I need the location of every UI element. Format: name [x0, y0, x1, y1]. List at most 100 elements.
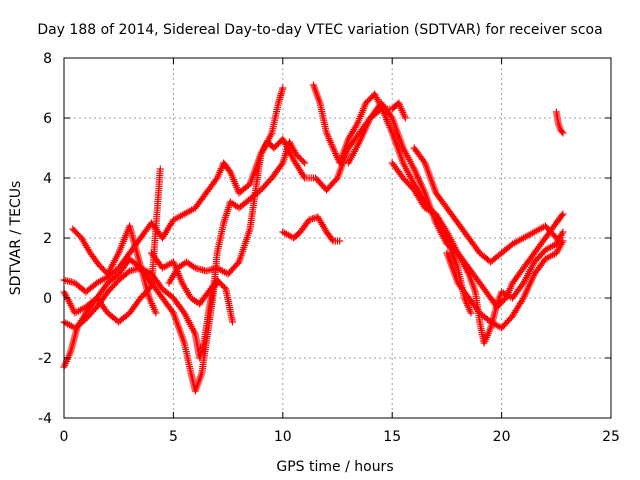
data-point — [358, 141, 361, 143]
data-point — [216, 279, 218, 281]
data-point — [139, 297, 142, 299]
data-point — [238, 261, 240, 263]
data-point — [314, 177, 317, 179]
data-point — [457, 252, 459, 254]
data-point — [161, 288, 164, 290]
data-point — [533, 261, 536, 263]
data-point — [128, 312, 131, 314]
data-point — [194, 267, 197, 269]
data-point — [511, 297, 514, 299]
data-point — [312, 84, 315, 86]
data-point — [142, 273, 144, 275]
data-point — [365, 102, 367, 104]
data-point — [117, 267, 120, 269]
data-point — [402, 162, 404, 164]
data-point — [555, 111, 558, 113]
data-point — [96, 306, 98, 308]
y-tick-label: -2 — [38, 351, 52, 367]
data-point — [338, 240, 341, 242]
data-point — [282, 162, 284, 164]
series-trace-12 — [410, 144, 560, 266]
data-point — [500, 327, 503, 329]
data-point — [183, 312, 186, 314]
data-point — [544, 237, 547, 239]
data-point — [478, 312, 481, 314]
data-point — [559, 129, 562, 131]
data-point — [198, 303, 201, 305]
data-point — [161, 297, 164, 299]
data-point — [201, 372, 203, 374]
data-point — [562, 132, 564, 134]
axis-ticks: 0 5 10 15 20 25 -4 -2 0 2 4 6 8 — [38, 51, 620, 445]
data-point — [150, 222, 153, 224]
data-point — [249, 183, 251, 185]
data-point — [207, 312, 210, 314]
data-point — [260, 153, 262, 155]
data-point — [128, 270, 131, 272]
series-trace-6 — [165, 99, 409, 287]
data-point — [562, 240, 564, 242]
data-point — [150, 252, 153, 254]
data-point — [404, 117, 407, 119]
x-tick-label: 25 — [602, 429, 620, 445]
data-point — [489, 327, 492, 329]
data-point — [496, 303, 499, 305]
series-trace-11 — [388, 159, 567, 347]
data-point — [74, 282, 76, 284]
data-point — [391, 162, 394, 164]
data-point — [522, 267, 525, 269]
y-tick-label: 2 — [43, 231, 52, 247]
data-point — [273, 147, 275, 149]
data-point — [168, 282, 170, 284]
data-point — [391, 132, 394, 134]
data-point — [277, 102, 280, 104]
data-point — [424, 207, 426, 209]
data-point — [533, 231, 536, 233]
data-point — [203, 342, 205, 344]
data-point — [107, 273, 109, 275]
data-point — [107, 312, 109, 314]
data-point — [288, 141, 291, 143]
data-point — [74, 327, 76, 329]
data-point — [413, 147, 415, 149]
data-point — [292, 237, 295, 239]
data-point — [457, 267, 459, 269]
data-point — [446, 243, 448, 245]
series-trace-8 — [279, 213, 344, 245]
data-point — [231, 321, 234, 323]
data-point — [435, 192, 437, 194]
data-point — [238, 192, 240, 194]
series-markers — [279, 213, 344, 245]
data-point — [216, 177, 218, 179]
data-point — [216, 252, 218, 254]
data-point — [478, 252, 481, 254]
data-point — [292, 159, 295, 161]
data-point — [207, 291, 210, 293]
data-point — [325, 231, 328, 233]
data-point — [194, 333, 197, 335]
data-point — [107, 291, 109, 293]
data-point — [391, 108, 394, 110]
data-point — [413, 183, 415, 185]
data-point — [336, 177, 339, 179]
data-point — [205, 192, 207, 194]
data-point — [522, 297, 525, 299]
data-point — [249, 228, 251, 230]
data-point — [85, 291, 87, 293]
data-point — [117, 279, 120, 281]
data-point — [555, 252, 558, 254]
x-tick-label: 20 — [493, 429, 511, 445]
series-trace-7 — [148, 249, 236, 326]
data-point — [474, 291, 477, 293]
data-point — [172, 261, 175, 263]
data-point — [402, 177, 404, 179]
data-point — [155, 312, 157, 314]
data-point — [183, 342, 186, 344]
data-point — [299, 231, 302, 233]
data-point — [303, 177, 306, 179]
data-point — [562, 213, 564, 215]
data-point — [511, 282, 514, 284]
data-point — [478, 282, 481, 284]
series-markers — [165, 99, 409, 287]
